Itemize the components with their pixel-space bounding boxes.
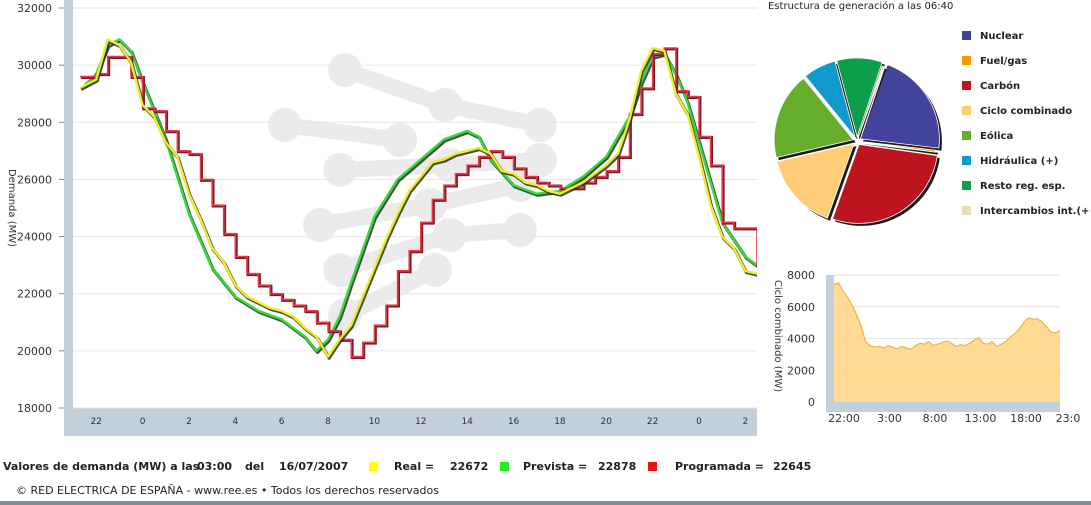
legend-label: Intercambios int.(+) [980,206,1090,217]
legend-label: Resto reg. esp. [980,181,1065,192]
y-tick-label: 18000 [17,402,52,415]
cc-y-axis-label: Ciclo combinado (MW) [772,280,783,392]
legend-swatch [962,31,971,40]
values-label: Valores de demanda (MW) a las [3,460,200,473]
pie-legend: Nuclear Fuel/gas Carbón Ciclo combinado Eóli… [962,31,1090,217]
bottom-bar [0,501,1091,505]
pie-slice [832,143,938,224]
values-del: del [245,460,265,473]
pie-slices [773,57,942,226]
cc-x-tick-label: 22:00 [828,412,860,425]
values-date: 16/07/2007 [279,460,349,473]
generation-pie-chart: Estructura de generación a las 06:40 Nuc… [768,0,1090,226]
x-tick-label: 16 [508,417,520,427]
x-tick-label: 22 [647,417,658,427]
x-tick-label: 14 [461,417,473,427]
pie-slice-shadow [859,68,887,144]
cc-x-tick-label: 18:00 [1010,412,1042,425]
chart-axis-bar-bottom [64,408,757,436]
prevista-label: Prevista = [523,460,588,473]
cc-x-axis-ticks: 22:00 3:00 8:00 13:00 18:00 23:00 [826,402,1080,425]
x-tick-label: 20 [601,417,613,427]
legend-label: Eólica [980,130,1013,142]
cc-y-tick-label: 8000 [787,269,815,282]
legend-label: Nuclear [980,31,1023,42]
prevista-value: 22878 [598,460,637,473]
prevista-color-swatch [500,462,509,471]
pie-slice [856,65,885,142]
pie-slice [776,143,855,219]
y-tick-label: 30000 [17,59,52,72]
legend-label: Carbón [980,80,1020,92]
x-tick-label: 0 [696,417,702,427]
ciclo-combinado-chart: 0 2000 4000 6000 8000 22:00 3:00 8:00 13:00 18:0… [772,269,1080,425]
programada-series-line [79,47,757,358]
demand-chart: 1800020000220002400026000280003000032000… [6,0,757,436]
real-series-line [79,38,757,358]
cc-y-axis-ticks: 0 2000 4000 6000 8000 [787,269,815,409]
real-label: Real = [394,460,435,473]
y-tick-label: 22000 [17,288,52,301]
cc-y-tick-label: 0 [808,396,815,409]
cc-y-tick-label: 2000 [787,364,815,377]
demand-values-row: Valores de demanda (MW) a las 03:00 del … [3,458,1003,476]
demand-series [79,38,757,360]
pie-title: Estructura de generación a las 06:40 [768,0,953,12]
y-tick-label: 26000 [17,173,52,186]
pie-slice [773,77,854,159]
programada-label: Programada = [675,460,764,473]
y-tick-label: 20000 [17,345,52,358]
x-tick-label: 4 [232,417,238,427]
pie-slice [836,57,883,139]
legend-swatch [962,181,971,190]
x-tick-label: 0 [140,417,146,427]
cc-axis-bar-bottom [826,402,1060,412]
x-axis-ticks: 22 0 2 4 6 8 10 12 14 16 18 20 22 0 2 [90,417,748,427]
x-tick-label: 6 [279,417,285,427]
legend-swatch [962,206,971,215]
x-tick-label: 2 [186,417,192,427]
y-tick-label: 24000 [17,231,52,244]
copyright-footer: © RED ELECTRICA DE ESPAÑA - www.ree.es •… [16,484,439,497]
y-tick-label: 32000 [17,2,52,15]
legend-swatch [962,56,971,65]
y-axis-ticks: 18000 20000 22000 24000 26000 28000 30000 32000 [17,2,64,415]
legend-swatch [962,156,971,165]
legend-swatch [962,131,971,140]
pie-slice [856,140,936,153]
cc-x-tick-label: 13:00 [965,412,997,425]
chart-axis-bar-left [64,0,73,408]
cc-y-tick-label: 6000 [787,301,815,314]
y-axis-label: Demanda (MW) [6,169,17,247]
x-tick-label: 22 [90,417,101,427]
cc-area-line [833,282,1061,351]
x-tick-label: 2 [743,417,749,427]
x-tick-label: 10 [369,417,381,427]
values-time: 03:00 [197,460,233,473]
cc-area-series [833,282,1061,402]
real-color-swatch [369,462,378,471]
cc-y-tick-label: 4000 [787,333,815,346]
pie-slice [804,60,856,138]
x-tick-label: 12 [415,417,426,427]
x-tick-label: 8 [325,417,331,427]
programada-color-swatch [648,462,657,471]
real-value: 22672 [450,460,489,473]
legend-swatch [962,81,971,90]
x-tick-label: 18 [554,417,566,427]
legend-label: Fuel/gas [980,56,1027,67]
legend-swatch [962,106,971,115]
ree-logo-watermark [268,53,557,332]
y-tick-label: 28000 [17,116,52,129]
cc-x-tick-label: 23:00 [1056,412,1080,425]
cc-area-fill [834,282,1060,402]
programada-value: 22645 [773,460,812,473]
cc-x-tick-label: 3:00 [877,412,902,425]
cc-axis-bar-left [826,275,834,412]
programada-series-shadow [80,47,757,359]
pie-slice-shadow [859,143,938,155]
legend-label: Ciclo combinado [980,106,1072,117]
cc-x-tick-label: 8:00 [923,412,948,425]
legend-label: Hidráulica (+) [980,155,1058,167]
